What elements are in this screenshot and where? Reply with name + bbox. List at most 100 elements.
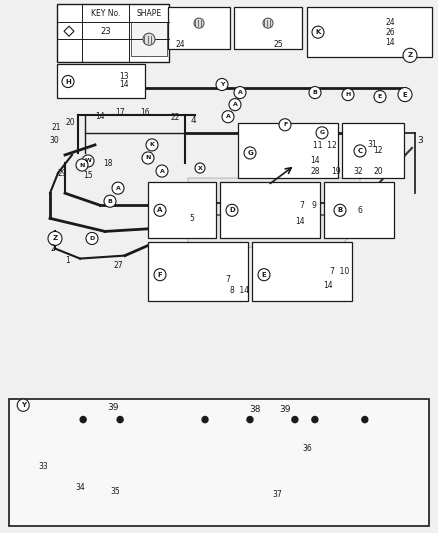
Bar	[168, 7, 230, 50]
Circle shape	[80, 416, 86, 423]
Bar	[238, 123, 338, 178]
Circle shape	[398, 87, 412, 102]
Circle shape	[279, 119, 291, 131]
Circle shape	[354, 145, 366, 157]
Circle shape	[234, 86, 246, 99]
Circle shape	[146, 139, 158, 151]
Text: 39: 39	[107, 403, 119, 412]
Circle shape	[312, 26, 324, 38]
Bar	[148, 182, 216, 238]
Text: N: N	[79, 163, 85, 167]
Circle shape	[229, 99, 241, 111]
Circle shape	[202, 416, 208, 423]
Text: H: H	[346, 92, 351, 97]
Text: 22: 22	[170, 113, 180, 122]
Text: E: E	[403, 92, 407, 98]
Text: 26: 26	[385, 28, 395, 37]
Text: 3: 3	[417, 136, 423, 146]
Circle shape	[17, 399, 29, 411]
Text: Z: Z	[53, 236, 58, 241]
Text: W: W	[85, 158, 92, 164]
Circle shape	[222, 111, 234, 123]
Bar	[342, 123, 404, 178]
Text: X: X	[198, 166, 202, 171]
Text: 39: 39	[279, 405, 291, 414]
Text: Y: Y	[21, 402, 26, 408]
Text: 5: 5	[190, 214, 194, 223]
Text: 19: 19	[331, 166, 341, 175]
Circle shape	[195, 163, 205, 173]
Text: 35: 35	[110, 487, 120, 496]
Polygon shape	[64, 26, 74, 36]
Circle shape	[316, 127, 328, 139]
Bar	[131, 22, 167, 56]
Text: 14: 14	[119, 80, 129, 89]
Text: 23: 23	[101, 27, 111, 36]
Text: F: F	[158, 272, 162, 278]
Circle shape	[156, 165, 168, 177]
Text: 14: 14	[310, 157, 320, 165]
Text: A: A	[237, 90, 243, 95]
Text: 24: 24	[175, 40, 185, 49]
Text: 29: 29	[57, 168, 67, 177]
Circle shape	[48, 231, 62, 246]
Text: 36: 36	[302, 444, 312, 453]
Text: 30: 30	[49, 136, 59, 146]
Text: 14: 14	[323, 281, 333, 290]
Circle shape	[62, 76, 74, 87]
Bar	[324, 182, 394, 238]
Text: 7   9: 7 9	[300, 201, 316, 210]
Text: 17: 17	[115, 108, 125, 117]
Circle shape	[312, 416, 318, 423]
Circle shape	[104, 195, 116, 207]
Text: 34: 34	[75, 483, 85, 492]
Text: K: K	[315, 29, 321, 35]
Text: 7: 7	[226, 275, 230, 284]
Bar	[57, 4, 169, 62]
Text: 2: 2	[51, 244, 55, 253]
Circle shape	[258, 269, 270, 281]
Text: N: N	[145, 156, 151, 160]
Text: 16: 16	[140, 108, 150, 117]
Circle shape	[112, 182, 124, 194]
Text: 38: 38	[249, 405, 261, 414]
Bar	[252, 243, 352, 301]
Text: 32: 32	[353, 166, 363, 175]
Text: 4: 4	[190, 116, 196, 125]
Text: D: D	[89, 236, 95, 241]
Circle shape	[244, 147, 256, 159]
Bar	[148, 243, 248, 301]
Text: 18: 18	[103, 158, 113, 167]
Circle shape	[142, 152, 154, 164]
Circle shape	[143, 33, 155, 45]
Text: 27: 27	[113, 261, 123, 270]
Circle shape	[226, 204, 238, 216]
Bar	[220, 182, 320, 238]
Text: Y: Y	[220, 82, 224, 87]
Text: 37: 37	[272, 490, 282, 499]
Text: SHAPE: SHAPE	[137, 9, 162, 18]
Text: B: B	[313, 90, 318, 95]
Circle shape	[362, 416, 368, 423]
Text: 15: 15	[83, 171, 93, 180]
Text: B: B	[108, 199, 113, 204]
Circle shape	[403, 49, 417, 62]
Text: E: E	[261, 272, 266, 278]
Circle shape	[154, 269, 166, 281]
Text: F: F	[283, 122, 287, 127]
Circle shape	[374, 91, 386, 103]
Text: 1: 1	[66, 256, 71, 265]
Text: G: G	[319, 130, 325, 135]
Circle shape	[216, 78, 228, 91]
Text: D: D	[229, 207, 235, 213]
Bar	[307, 7, 432, 58]
Circle shape	[247, 416, 253, 423]
Text: 28: 28	[310, 166, 320, 175]
Bar	[57, 64, 145, 98]
Text: 6: 6	[357, 206, 362, 215]
Circle shape	[309, 86, 321, 99]
Polygon shape	[188, 178, 360, 248]
Text: 14: 14	[95, 112, 105, 121]
Bar	[234, 7, 302, 50]
Circle shape	[154, 204, 166, 216]
